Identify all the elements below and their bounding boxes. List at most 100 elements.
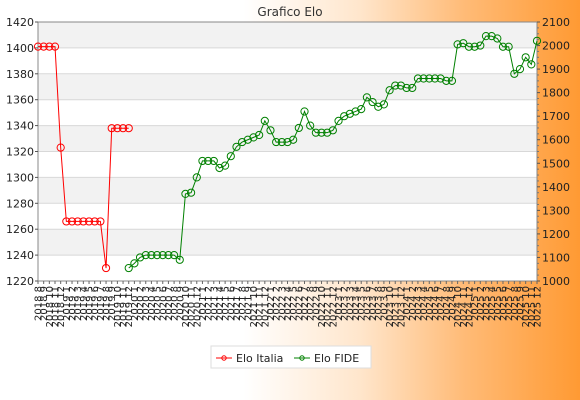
elo-fide-point (289, 135, 298, 144)
elo-fide-point (436, 74, 445, 83)
elo-fide-point (498, 42, 508, 51)
elo-fide-point (504, 42, 513, 51)
x-axis-tick-label: 2019 7 (96, 286, 107, 321)
elo-fide-point (379, 100, 388, 109)
elo-fide-point (328, 126, 337, 135)
x-axis-tick-label: 2025 1 (470, 286, 481, 321)
elo-fide-point (464, 42, 474, 51)
x-axis-tick-label: 2021 7 (232, 286, 243, 321)
x-axis-tick-label: 2023 10 (385, 286, 396, 327)
elo-italia-point (90, 217, 99, 226)
elo-fide-point (481, 32, 491, 41)
x-axis-tick-label: 2023 7 (368, 286, 379, 321)
legend-fide-label: Elo FIDE (314, 352, 359, 365)
x-axis-tick-label: 2023 12 (396, 286, 407, 327)
x-axis-tick-label: 2018 10 (45, 286, 56, 327)
x-axis-tick-label: 2025 5 (493, 286, 504, 321)
x-axis-tick-label: 2019 4 (79, 286, 90, 321)
elo-fide-point (345, 109, 354, 118)
elo-italia-point (101, 263, 111, 273)
x-axis-tick-label: 2024 7 (436, 286, 447, 321)
grid-band (38, 229, 537, 256)
x-axis-tick-label: 2024 12 (464, 286, 475, 327)
elo-fide-point (243, 135, 252, 144)
elo-italia-point (113, 124, 122, 133)
elo-fide-point (515, 64, 525, 74)
elo-italia-point (84, 217, 94, 226)
x-axis-tick-label: 2020 6 (158, 286, 169, 321)
x-axis-tick-label: 2021 10 (249, 286, 260, 327)
elo-fide-point (124, 263, 133, 273)
x-axis-tick-label: 2019 2 (68, 286, 79, 321)
elo-fide-point (175, 255, 184, 264)
elo-fide-point (396, 81, 406, 90)
x-axis-tick-label: 2025 2 (476, 286, 487, 321)
elo-fide-point (447, 76, 457, 85)
x-axis-tick-label: 2020 3 (141, 286, 152, 321)
x-axis-tick-label: 2020 10 (181, 286, 192, 327)
x-axis-tick-label: 2022 3 (277, 286, 288, 321)
x-axis-tick-label: 2024 3 (413, 286, 424, 321)
elo-fide-point (204, 156, 213, 166)
x-axis-tick-label: 2020 12 (192, 286, 203, 327)
elo-italia-point (79, 217, 88, 226)
x-axis-tick-label: 2023 9 (379, 286, 390, 321)
x-axis-tick-label: 2023 1 (334, 286, 345, 321)
elo-fide-point (130, 259, 139, 268)
x-axis-tick-label: 2024 11 (459, 286, 470, 327)
elo-fide-point (192, 173, 201, 182)
elo-italia-point (124, 124, 133, 133)
x-axis-tick-label: 2019 5 (85, 286, 96, 321)
x-axis-tick-label: 2022 10 (317, 286, 328, 327)
elo-fide-point (521, 53, 530, 62)
elo-fide-point (232, 142, 241, 151)
x-axis-tick-label: 2025 7 (504, 286, 515, 321)
elo-fide-point (221, 161, 230, 170)
elo-fide-point (311, 128, 320, 137)
x-axis-tick-label: 2023 2 (340, 286, 351, 321)
left-axis-tick-label: 1300 (6, 171, 34, 184)
x-axis-tick-label: 2024 1 (402, 286, 413, 321)
elo-fide-point (283, 137, 292, 147)
x-axis-tick-label: 2019 8 (102, 286, 113, 321)
right-axis-tick-label: 1600 (542, 134, 570, 147)
elo-fide-point (255, 130, 264, 140)
elo-fide-point (187, 188, 196, 197)
elo-fide-point (470, 42, 479, 51)
elo-italia-point (73, 217, 82, 226)
x-axis-tick-label: 2024 8 (442, 286, 453, 321)
x-axis-tick-label: 2021 8 (238, 286, 249, 321)
legend-italia-label: Elo Italia (236, 352, 283, 365)
x-axis-tick-label: 2025 6 (498, 286, 509, 321)
x-axis-tick-label: 2022 12 (328, 286, 339, 327)
elo-fide-point (266, 126, 275, 135)
x-axis-tick-label: 2021 5 (221, 286, 232, 321)
x-axis-tick-label: 2024 10 (453, 286, 464, 327)
legend-box (210, 345, 372, 369)
x-axis-tick-label: 2021 12 (260, 286, 271, 327)
elo-fide-point (510, 69, 519, 78)
legend-fide-swatch-marker (299, 355, 305, 361)
elo-fide-point (215, 163, 224, 173)
x-axis-tick-label: 2022 4 (283, 286, 294, 321)
elo-italia-point (33, 42, 43, 51)
right-axis-tick-label: 1200 (542, 228, 570, 241)
right-axis-tick-label: 1400 (542, 181, 570, 194)
elo-fide-point (425, 74, 434, 83)
elo-fide-point (141, 251, 150, 260)
elo-italia-point (45, 42, 54, 51)
elo-fide-point (164, 251, 173, 260)
elo-fide-point (402, 83, 411, 93)
x-axis-tick-label: 2025 10 (521, 286, 532, 327)
elo-italia-point (96, 217, 105, 226)
elo-fide-point (487, 32, 496, 41)
right-axis-tick-label: 1300 (542, 204, 570, 217)
left-axis-tick-label: 1360 (6, 94, 34, 107)
x-axis-tick-label: 2023 3 (345, 286, 356, 321)
x-axis-tick-label: 2021 1 (198, 286, 209, 321)
x-axis-tick-label: 2021 3 (209, 286, 220, 321)
x-axis-tick-label: 2023 8 (374, 286, 385, 321)
elo-fide-point (158, 251, 167, 260)
elo-fide-point (442, 76, 451, 85)
